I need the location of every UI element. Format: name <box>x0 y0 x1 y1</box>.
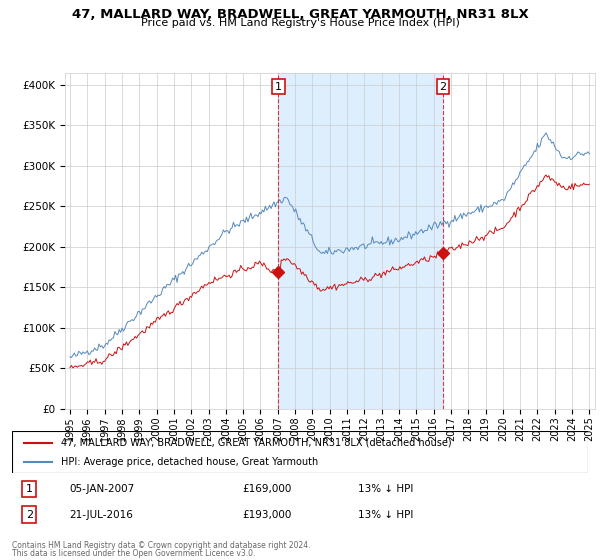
Text: Price paid vs. HM Land Registry's House Price Index (HPI): Price paid vs. HM Land Registry's House … <box>140 18 460 29</box>
Bar <box>278 73 443 409</box>
Text: 1: 1 <box>275 82 282 92</box>
Text: 13% ↓ HPI: 13% ↓ HPI <box>358 484 413 494</box>
Text: 1: 1 <box>26 484 33 494</box>
Text: £169,000: £169,000 <box>242 484 292 494</box>
Text: 47, MALLARD WAY, BRADWELL, GREAT YARMOUTH, NR31 8LX (detached house): 47, MALLARD WAY, BRADWELL, GREAT YARMOUT… <box>61 437 452 447</box>
Text: HPI: Average price, detached house, Great Yarmouth: HPI: Average price, detached house, Grea… <box>61 457 318 467</box>
Text: 05-JAN-2007: 05-JAN-2007 <box>70 484 135 494</box>
Text: 21-JUL-2016: 21-JUL-2016 <box>70 510 133 520</box>
Text: 2: 2 <box>26 510 33 520</box>
Text: Contains HM Land Registry data © Crown copyright and database right 2024.: Contains HM Land Registry data © Crown c… <box>12 541 311 550</box>
Text: 2: 2 <box>440 82 446 92</box>
Text: This data is licensed under the Open Government Licence v3.0.: This data is licensed under the Open Gov… <box>12 549 256 558</box>
Text: 13% ↓ HPI: 13% ↓ HPI <box>358 510 413 520</box>
Text: 47, MALLARD WAY, BRADWELL, GREAT YARMOUTH, NR31 8LX: 47, MALLARD WAY, BRADWELL, GREAT YARMOUT… <box>71 8 529 21</box>
Text: £193,000: £193,000 <box>242 510 292 520</box>
